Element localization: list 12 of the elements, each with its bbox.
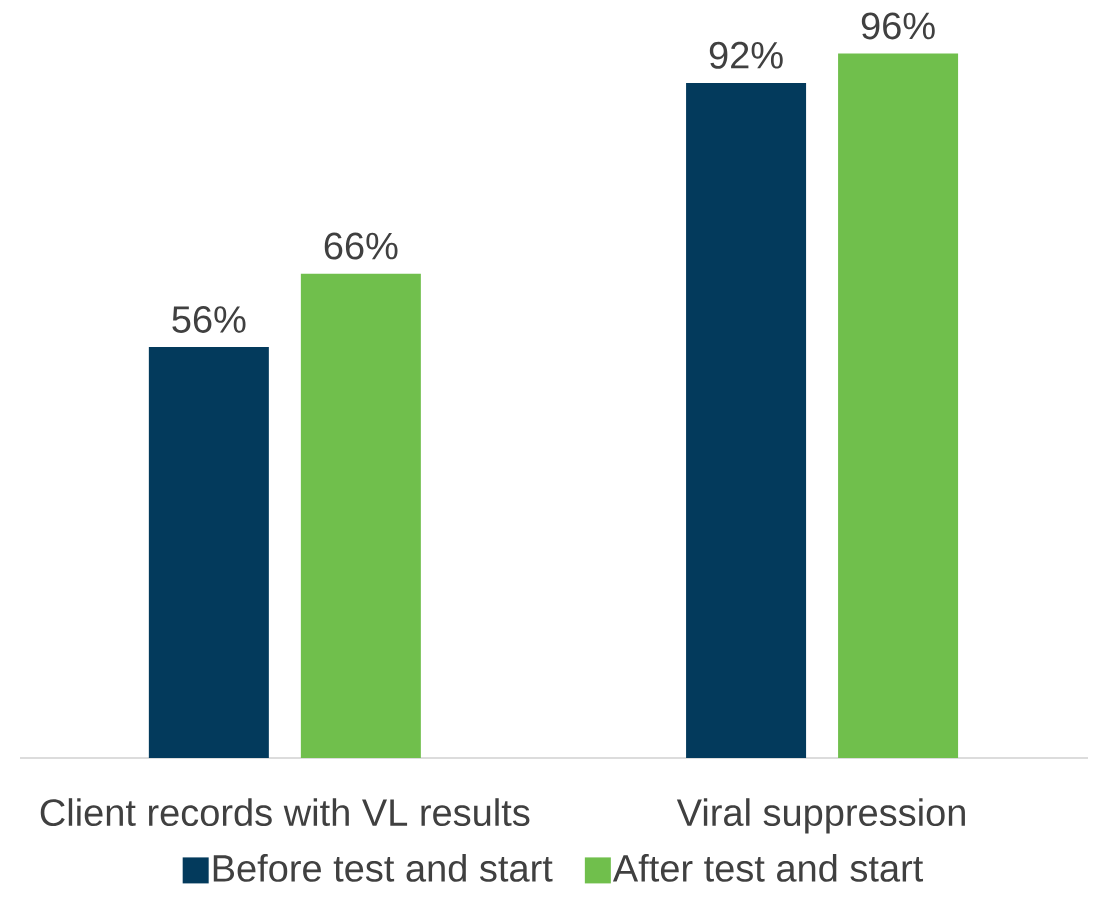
- data-label: 92%: [709, 41, 783, 69]
- data-label: 66%: [324, 232, 398, 260]
- bar: [686, 82, 807, 758]
- bar: [148, 347, 269, 758]
- x-tick-label: Viral suppression: [676, 798, 965, 834]
- bar: [300, 273, 421, 758]
- data-label: 56%: [172, 305, 246, 333]
- legend-label: Before test and start: [213, 853, 553, 882]
- data-label: 96%: [861, 12, 935, 40]
- legend-label: After test and start: [612, 853, 924, 882]
- bar: [838, 53, 959, 758]
- x-tick-label: Client records with VL results: [40, 798, 530, 827]
